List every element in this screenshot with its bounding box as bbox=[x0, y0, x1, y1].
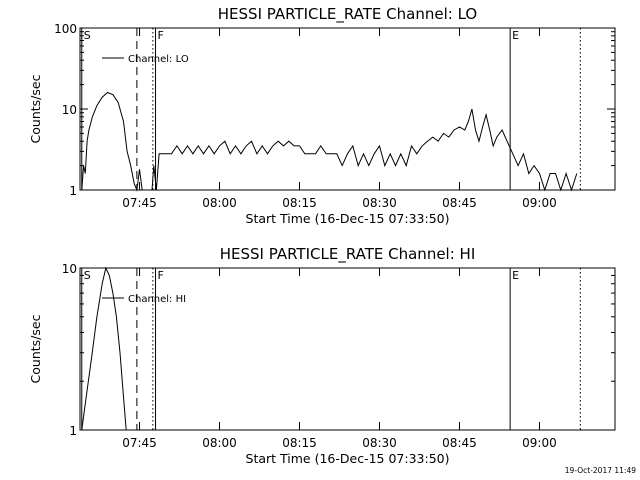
x-tick-label: 09:00 bbox=[522, 196, 557, 210]
legend-label: Channel: HI bbox=[128, 294, 186, 305]
event-marker-label: S bbox=[84, 269, 91, 282]
legend-label: Channel: LO bbox=[128, 54, 189, 65]
panel-lo-channel: HESSI PARTICLE_RATE Channel: LO 07:45 08:0… bbox=[28, 5, 616, 226]
footer-timestamp: 19-Oct-2017 11:49 bbox=[565, 466, 636, 475]
event-marker-label: S bbox=[84, 29, 91, 42]
x-tick-label: 07:45 bbox=[122, 436, 157, 450]
chart-title: HESSI PARTICLE_RATE Channel: LO bbox=[218, 5, 477, 24]
event-marker-label: E bbox=[512, 29, 519, 42]
event-marker-label: F bbox=[158, 269, 164, 282]
event-marker-label: E bbox=[512, 269, 519, 282]
y-tick-label: 1 bbox=[69, 184, 77, 198]
x-tick-label: 08:30 bbox=[362, 196, 397, 210]
x-axis-label: Start Time (16-Dec-15 07:33:50) bbox=[246, 211, 450, 226]
x-tick-label: 08:45 bbox=[442, 436, 477, 450]
x-tick-label: 07:45 bbox=[122, 196, 157, 210]
series-line bbox=[81, 91, 578, 192]
y-tick-label: 10 bbox=[62, 262, 77, 276]
x-tick-label: 09:00 bbox=[522, 436, 557, 450]
y-tick-label: 100 bbox=[54, 22, 77, 36]
x-tick-label: 08:45 bbox=[442, 196, 477, 210]
y-axis-label: Counts/sec bbox=[28, 314, 43, 383]
x-tick-label: 08:30 bbox=[362, 436, 397, 450]
y-axis-label: Counts/sec bbox=[28, 74, 43, 143]
x-tick-label: 08:15 bbox=[282, 436, 317, 450]
event-marker-label: F bbox=[158, 29, 164, 42]
panel-hi-channel: HESSI PARTICLE_RATE Channel: HI 07:45 08:0… bbox=[28, 245, 616, 466]
x-tick-label: 08:15 bbox=[282, 196, 317, 210]
chart-title: HESSI PARTICLE_RATE Channel: HI bbox=[220, 245, 476, 264]
x-tick-label: 08:00 bbox=[202, 436, 237, 450]
x-axis-label: Start Time (16-Dec-15 07:33:50) bbox=[246, 451, 450, 466]
series-line bbox=[81, 266, 127, 431]
plot-frame bbox=[79, 267, 616, 431]
x-tick-label: 08:00 bbox=[202, 196, 237, 210]
y-tick-label: 1 bbox=[69, 424, 77, 438]
y-tick-label: 10 bbox=[62, 103, 77, 117]
